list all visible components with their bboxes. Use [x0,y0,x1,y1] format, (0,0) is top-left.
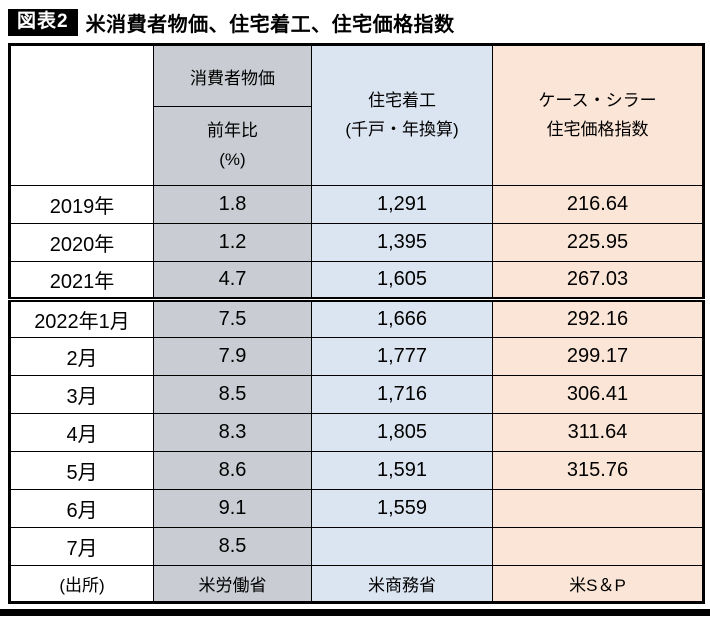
case-shiller-value: 216.64 [492,185,704,224]
source-case-shiller: 米S＆P [492,565,704,603]
housing-value: 1,716 [311,375,493,414]
source-label: (出所) [9,565,154,603]
housing-value: 1,559 [311,489,493,528]
housing-value: 1,605 [311,261,493,300]
housing-value: 1,291 [311,185,493,224]
cpi-value: 8.3 [153,413,312,452]
source-row: (出所) 米労働省 米商務省 米S＆P [9,565,704,603]
table-row-2019: 2019年 1.8 1,291 216.64 [9,185,704,224]
housing-value: 1,395 [311,223,493,262]
header-corner-cell [9,44,154,186]
header-housing-starts: 住宅着工 (千戸・年換算) [311,44,493,186]
row-label: 2022年1月 [9,297,154,338]
case-shiller-value: 267.03 [492,261,704,300]
case-shiller-value: 306.41 [492,375,704,414]
cpi-value: 9.1 [153,489,312,528]
bottom-rule [0,609,710,616]
cpi-value: 8.5 [153,527,312,566]
indicator-table: 消費者物価 住宅着工 (千戸・年換算) ケース・シラー 住宅価格指数 前年比 (… [8,43,705,604]
row-label: 2020年 [9,223,154,262]
source-housing: 米商務省 [311,565,493,603]
housing-header-line2: (千戸・年換算) [345,119,459,139]
header-row-sub: 前年比 (%) [10,106,704,186]
housing-value: 1,805 [311,413,493,452]
figure-title-row: 図表2 米消費者物価、住宅着工、住宅価格指数 [0,0,710,43]
housing-value: 1,591 [311,451,493,490]
case-shiller-value [492,489,704,528]
cpi-value: 7.5 [153,297,312,338]
housing-header-line1: 住宅着工 [368,90,436,110]
header-cpi-yoy: 前年比 (%) [153,106,312,186]
source-cpi: 米労働省 [153,565,312,603]
row-label: 4月 [9,413,154,452]
table-row-2022-05: 5月 8.6 1,591 315.76 [9,451,704,490]
housing-value [311,527,493,566]
header-case-shiller: ケース・シラー 住宅価格指数 [492,44,704,186]
header-row-top: 消費者物価 住宅着工 (千戸・年換算) ケース・シラー 住宅価格指数 [9,44,704,186]
table-row-2022-07: 7月 8.5 [9,527,704,566]
row-label: 5月 [9,451,154,490]
housing-value: 1,777 [311,337,493,376]
row-label: 2月 [9,337,154,376]
cpi-value: 4.7 [153,261,312,300]
table-row-2022-03: 3月 8.5 1,716 306.41 [9,375,704,414]
row-label: 2021年 [9,261,154,300]
cpi-value: 1.8 [153,185,312,224]
row-label: 6月 [9,489,154,528]
figure-title: 米消費者物価、住宅着工、住宅価格指数 [85,14,455,36]
row-label: 7月 [9,527,154,566]
housing-value: 1,666 [311,297,493,338]
row-label: 3月 [9,375,154,414]
table-row-2022-06: 6月 9.1 1,559 [9,489,704,528]
table-row-2021: 2021年 4.7 1,605 267.03 [9,261,704,300]
case-shiller-value: 311.64 [492,413,704,452]
case-shiller-header-line1: ケース・シラー [538,90,657,110]
case-shiller-header-line2: 住宅価格指数 [546,119,649,139]
table-row-2022-02: 2月 7.9 1,777 299.17 [9,337,704,376]
cpi-value: 8.6 [153,451,312,490]
cpi-yoy-line2: (%) [219,150,246,169]
row-label: 2019年 [9,185,154,224]
cpi-value: 7.9 [153,337,312,376]
case-shiller-value [492,527,704,566]
case-shiller-value: 225.95 [492,223,704,262]
figure-number-badge: 図表2 [8,8,78,37]
case-shiller-value: 315.76 [492,451,704,490]
table-row-2022-04: 4月 8.3 1,805 311.64 [9,413,704,452]
cpi-value: 8.5 [153,375,312,414]
cpi-yoy-line1: 前年比 [207,121,258,141]
table-row-2022-01: 2022年1月 7.5 1,666 292.16 [9,297,704,338]
table-row-2020: 2020年 1.2 1,395 225.95 [9,223,704,262]
case-shiller-value: 292.16 [492,297,704,338]
cpi-value: 1.2 [153,223,312,262]
case-shiller-value: 299.17 [492,337,704,376]
header-cpi-group: 消費者物価 [153,44,312,107]
